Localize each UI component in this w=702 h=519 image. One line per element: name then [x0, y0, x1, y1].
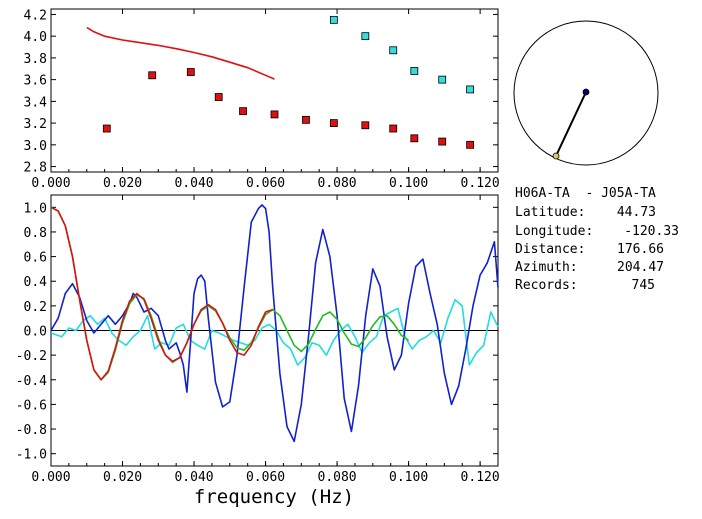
- top-x-tick-label: 0.040: [174, 176, 213, 191]
- velocity-point: [438, 75, 447, 84]
- top-y-tick-label: 2.8: [24, 161, 47, 176]
- bottom-series: [50, 204, 499, 443]
- velocity-point: [389, 46, 398, 55]
- bottom-y-tick-label: 0.6: [24, 251, 47, 266]
- top-plot-frame: [50, 8, 499, 173]
- top-y-tick-label: 3.0: [24, 139, 47, 154]
- top-x-tick-label: 0.000: [31, 176, 70, 191]
- top-y-tick-label: 3.6: [24, 74, 47, 89]
- velocity-point: [148, 71, 157, 80]
- station-a-marker: [582, 88, 590, 96]
- velocity-point: [329, 15, 338, 24]
- top-y-tick-label: 3.4: [24, 95, 48, 110]
- velocity-point: [389, 124, 398, 133]
- bottom-x-tick-label: 0.060: [246, 470, 285, 485]
- longitude-label: Longitude:: [515, 224, 593, 239]
- velocity-point: [410, 134, 419, 143]
- top-y-tick-label: 3.2: [24, 117, 47, 132]
- records-label: Records:: [515, 278, 578, 293]
- bottom-x-tick-label: 0.120: [461, 470, 500, 485]
- top-x-tick-label: 0.020: [103, 176, 142, 191]
- top-x-tick-label: 0.120: [461, 176, 500, 191]
- top-ticks: 0.000 0.020 0.040 0.060 0.080 0.100 0.120 2.8 3.…: [24, 8, 500, 191]
- velocity-curve: [86, 26, 275, 80]
- bottom-y-tick-label: -0.8: [16, 423, 47, 438]
- top-x-tick-label: 0.060: [246, 176, 285, 191]
- velocity-point: [410, 67, 419, 75]
- velocity-point: [186, 68, 195, 76]
- distance-value: 176.66: [617, 242, 664, 257]
- bottom-y-tick-label: -0.4: [16, 374, 47, 389]
- bottom-y-tick-label: 0.2: [24, 300, 47, 315]
- station-map: [513, 20, 659, 166]
- bottom-y-tick-label: 0.0: [24, 325, 47, 340]
- velocity-point: [361, 32, 370, 41]
- velocity-point: [214, 93, 223, 101]
- map-circle: [513, 20, 659, 166]
- top-y-tick-label: 4.0: [24, 30, 47, 45]
- bottom-y-tick-label: 0.8: [24, 226, 47, 241]
- azimuth-label: Azimuth:: [515, 260, 578, 275]
- velocity-point: [302, 115, 310, 124]
- top-x-tick-label: 0.080: [318, 176, 357, 191]
- azimuth-value: 204.47: [617, 260, 664, 275]
- top-series: [86, 15, 475, 149]
- top-y-tick-label: 3.8: [24, 52, 47, 67]
- velocity-point: [438, 137, 447, 146]
- station-pair: H06A-TA - J05A-TA: [515, 186, 656, 201]
- velocity-point: [239, 107, 247, 116]
- velocity-point: [466, 140, 475, 149]
- top-x-tick-label: 0.100: [389, 176, 428, 191]
- bottom-x-tick-label: 0.100: [389, 470, 428, 485]
- top-y-tick-label: 4.2: [24, 8, 47, 23]
- longitude-value: -120.33: [624, 224, 679, 239]
- blue-spectrum-line: [50, 204, 499, 443]
- station-b-marker: [552, 152, 560, 160]
- station-path: [555, 91, 587, 157]
- station-info: H06A-TA - J05A-TA Latitude: 44.73 Longit…: [515, 186, 679, 293]
- spectrum-plot: 0.000 0.020 0.040 0.060 0.080 0.100 0.120 1.0 0.…: [16, 194, 500, 508]
- latitude-label: Latitude:: [515, 205, 585, 220]
- bottom-x-tick-label: 0.000: [31, 470, 70, 485]
- bottom-y-tick-label: -1.0: [16, 448, 47, 463]
- distance-label: Distance:: [515, 242, 585, 257]
- bottom-y-tick-label: 1.0: [24, 201, 47, 216]
- bottom-x-tick-label: 0.020: [103, 470, 142, 485]
- bottom-y-tick-label: 0.4: [24, 275, 48, 290]
- velocity-point: [466, 85, 475, 94]
- latitude-value: 44.73: [617, 205, 656, 220]
- bottom-y-tick-label: -0.6: [16, 398, 47, 413]
- dispersion-plot: 0.000 0.020 0.040 0.060 0.080 0.100 0.120 2.8 3.…: [24, 8, 500, 191]
- bottom-ticks: 0.000 0.020 0.040 0.060 0.080 0.100 0.120 1.0 0.…: [16, 195, 500, 485]
- green-spectrum-line: [50, 206, 410, 381]
- bottom-y-tick-label: -0.2: [16, 349, 47, 364]
- velocity-point: [329, 119, 338, 127]
- velocity-point: [361, 121, 370, 130]
- velocity-point: [102, 124, 111, 133]
- bottom-x-tick-label: 0.080: [318, 470, 357, 485]
- red-spectrum-line: [50, 206, 273, 381]
- bottom-x-tick-label: 0.040: [174, 470, 213, 485]
- records-value: 745: [632, 278, 655, 293]
- x-axis-title: frequency (Hz): [194, 486, 354, 508]
- velocity-point: [270, 110, 279, 119]
